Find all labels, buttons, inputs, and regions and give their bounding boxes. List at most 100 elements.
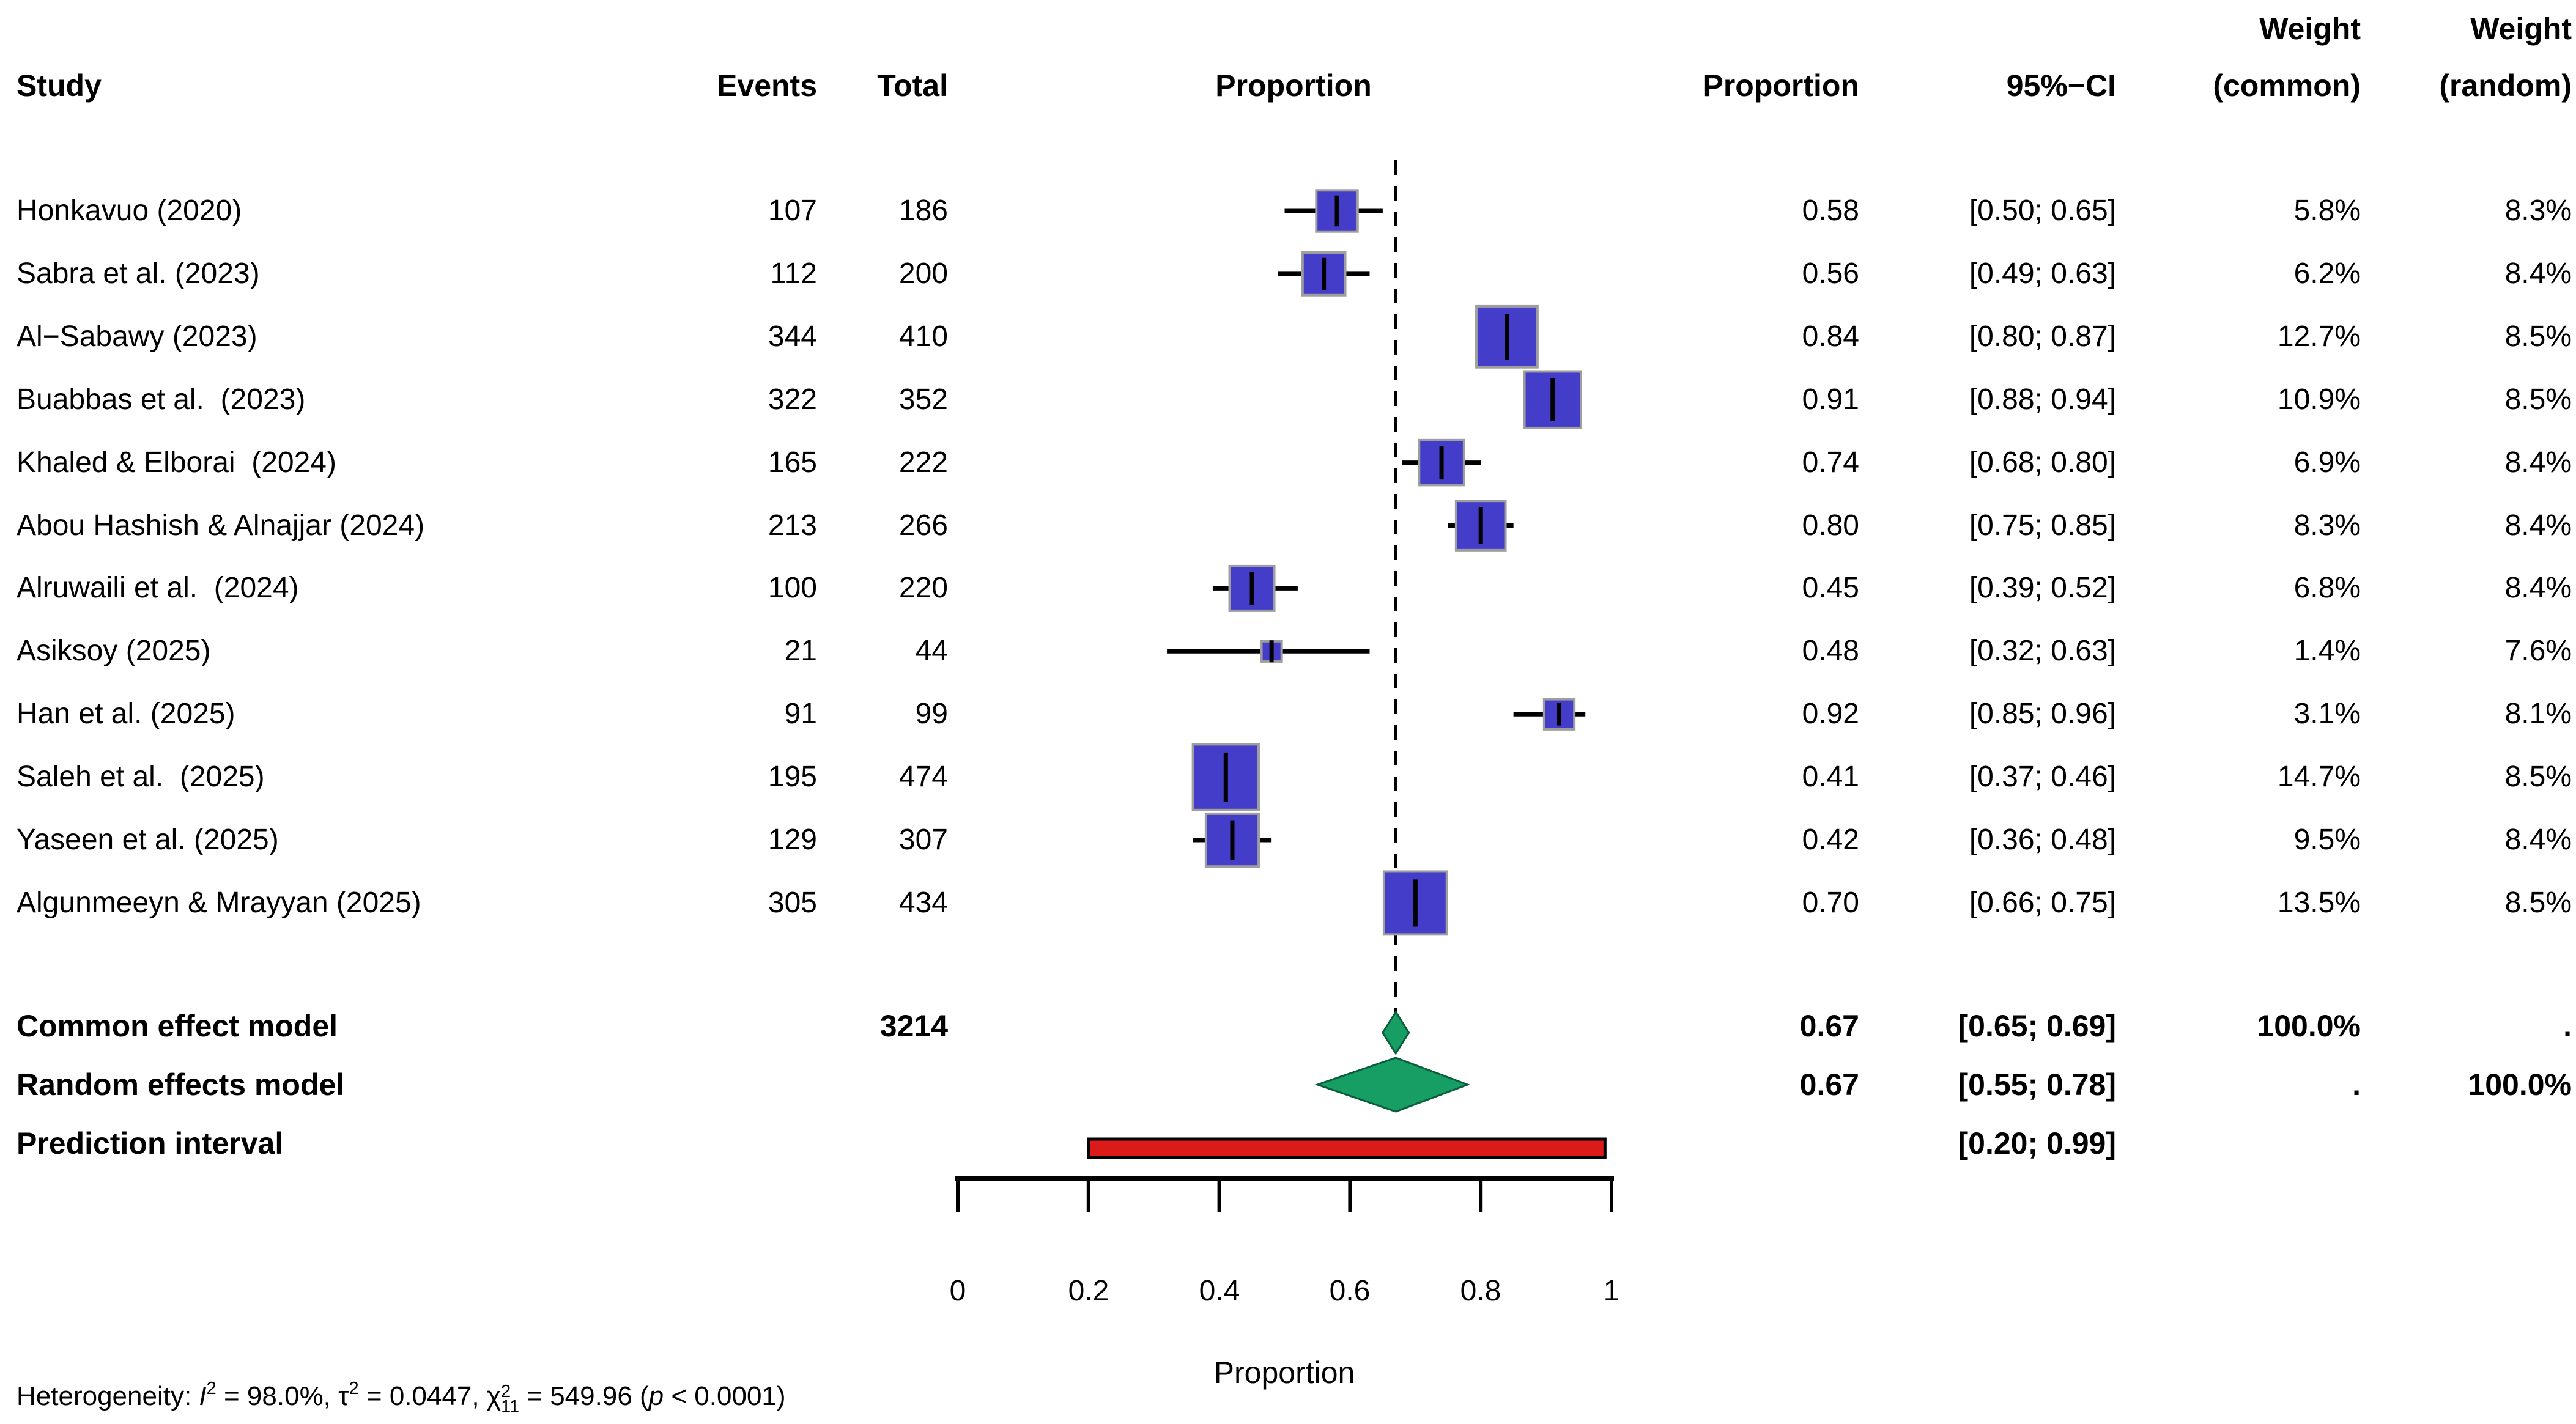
- random-effects-weight-common: .: [2352, 1068, 2361, 1102]
- study-name: Algunmeeyn & Mrayyan (2025): [17, 887, 421, 919]
- weight-common-value: 6.8%: [2293, 572, 2361, 604]
- proportion-value: 0.48: [1802, 635, 1859, 667]
- x-axis-tick-label: 0: [949, 1275, 966, 1307]
- random-effects-weight-random: 100.0%: [2468, 1068, 2572, 1102]
- x-axis-title: Proportion: [1213, 1356, 1355, 1390]
- het-seg1: = 98.0%,: [216, 1381, 339, 1411]
- column-header-weight-common-line2: (common): [2213, 68, 2361, 103]
- events-value: 305: [768, 887, 817, 919]
- het-chi-scripts: 2 11: [500, 1382, 519, 1415]
- ci-value: [0.68; 0.80]: [1969, 446, 2116, 479]
- common-effect-weight-common: 100.0%: [2257, 1009, 2361, 1043]
- x-axis-tick-label: 1: [1603, 1275, 1620, 1307]
- ci-value: [0.37; 0.46]: [1969, 761, 2116, 793]
- weight-common-value: 8.3%: [2293, 509, 2361, 542]
- column-header-weight-random-line1: Weight: [2470, 12, 2572, 46]
- weight-random-value: 8.3%: [2504, 194, 2572, 227]
- total-value: 434: [898, 887, 948, 919]
- common-effect-proportion: 0.67: [1799, 1009, 1859, 1043]
- weight-common-value: 14.7%: [2277, 761, 2361, 793]
- study-name: Al−Sabawy (2023): [17, 320, 257, 353]
- study-name: Khaled & Elborai (2024): [17, 446, 336, 479]
- het-chi-sup: 2: [500, 1382, 511, 1402]
- x-axis-tick-label: 0.6: [1329, 1275, 1371, 1307]
- events-value: 165: [768, 446, 817, 479]
- random-effects-diamond: [1314, 1057, 1471, 1113]
- prediction-interval-label: Prediction interval: [17, 1126, 284, 1160]
- total-value: 44: [915, 635, 948, 667]
- study-name: Yaseen et al. (2025): [17, 824, 279, 856]
- column-header-ci: 95%−CI: [2006, 68, 2116, 103]
- total-value: 222: [898, 446, 948, 479]
- events-value: 129: [768, 824, 817, 856]
- het-p: p: [648, 1381, 664, 1411]
- weight-common-value: 6.2%: [2293, 257, 2361, 290]
- total-value: 307: [898, 824, 948, 856]
- weight-common-value: 6.9%: [2293, 446, 2361, 479]
- het-i-sup: 2: [206, 1379, 217, 1398]
- ci-value: [0.66; 0.75]: [1969, 887, 2116, 919]
- total-value: 474: [898, 761, 948, 793]
- proportion-value: 0.56: [1802, 257, 1859, 290]
- proportion-value: 0.74: [1802, 446, 1859, 479]
- proportion-value: 0.58: [1802, 194, 1859, 227]
- proportion-value: 0.70: [1802, 887, 1859, 919]
- column-header-study: Study: [17, 68, 102, 103]
- plot-header-proportion: Proportion: [1215, 68, 1372, 103]
- total-value: 186: [898, 194, 948, 227]
- weight-random-value: 8.4%: [2504, 257, 2572, 290]
- ci-value: [0.36; 0.48]: [1969, 824, 2116, 856]
- study-name: Abou Hashish & Alnajjar (2024): [17, 509, 425, 542]
- het-i: I: [199, 1381, 207, 1411]
- column-header-events: Events: [717, 68, 817, 103]
- ci-value: [0.80; 0.87]: [1969, 320, 2116, 353]
- weight-random-value: 8.4%: [2504, 509, 2572, 542]
- proportion-value: 0.42: [1802, 824, 1859, 856]
- weight-random-value: 8.4%: [2504, 572, 2572, 604]
- het-prefix: Heterogeneity:: [17, 1381, 199, 1411]
- prediction-interval-ci: [0.20; 0.99]: [1958, 1126, 2116, 1160]
- study-name: Alruwaili et al. (2024): [17, 572, 299, 604]
- ci-value: [0.50; 0.65]: [1969, 194, 2116, 227]
- weight-common-value: 10.9%: [2277, 383, 2361, 416]
- proportion-value: 0.41: [1802, 761, 1859, 793]
- proportion-value: 0.45: [1802, 572, 1859, 604]
- ci-value: [0.75; 0.85]: [1969, 509, 2116, 542]
- common-effect-label: Common effect model: [17, 1009, 338, 1043]
- prediction-interval-bar: [1087, 1137, 1607, 1159]
- common-effect-weight-random: .: [2563, 1009, 2572, 1043]
- study-name: Honkavuo (2020): [17, 194, 242, 227]
- random-effects-ci: [0.55; 0.78]: [1958, 1068, 2116, 1102]
- study-name: Saleh et al. (2025): [17, 761, 265, 793]
- column-header-weight-random-line2: (random): [2439, 68, 2572, 103]
- events-value: 91: [784, 698, 817, 730]
- weight-random-value: 8.1%: [2504, 698, 2572, 730]
- weight-random-value: 8.4%: [2504, 446, 2572, 479]
- events-value: 344: [768, 320, 817, 353]
- common-effect-total: 3214: [879, 1009, 948, 1043]
- proportion-value: 0.80: [1802, 509, 1859, 542]
- total-value: 220: [898, 572, 948, 604]
- het-chi: χ: [486, 1381, 501, 1411]
- events-value: 195: [768, 761, 817, 793]
- column-header-weight-common-line1: Weight: [2259, 12, 2361, 46]
- weight-common-value: 13.5%: [2277, 887, 2361, 919]
- weight-random-value: 7.6%: [2504, 635, 2572, 667]
- het-seg2: = 0.0447,: [358, 1381, 487, 1411]
- heterogeneity-note: Heterogeneity: I2 = 98.0%, τ2 = 0.0447, …: [17, 1369, 786, 1424]
- ci-value: [0.32; 0.63]: [1969, 635, 2116, 667]
- weight-common-value: 5.8%: [2293, 194, 2361, 227]
- weight-common-value: 12.7%: [2277, 320, 2361, 353]
- events-value: 213: [768, 509, 817, 542]
- x-axis-tick-label: 0.8: [1460, 1275, 1501, 1307]
- events-value: 100: [768, 572, 817, 604]
- column-header-proportion: Proportion: [1703, 68, 1859, 103]
- total-value: 200: [898, 257, 948, 290]
- het-tau: τ: [338, 1381, 349, 1411]
- study-name: Han et al. (2025): [17, 698, 235, 730]
- study-name: Asiksoy (2025): [17, 635, 211, 667]
- events-value: 322: [768, 383, 817, 416]
- het-seg3: = 549.96 (: [519, 1381, 649, 1411]
